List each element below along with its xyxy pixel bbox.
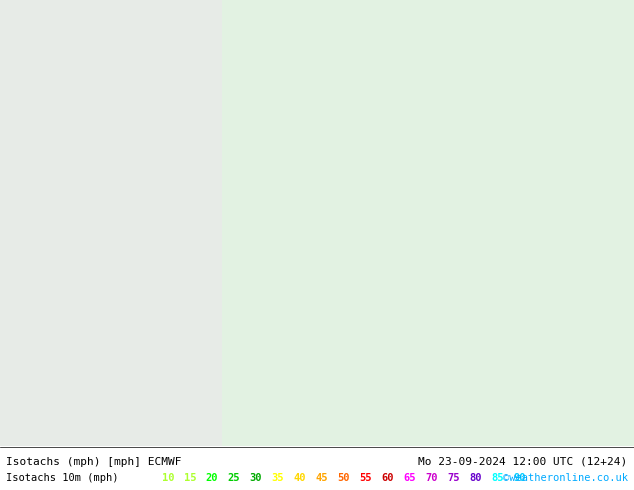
Text: 10: 10 [162,473,174,483]
Text: 65: 65 [404,473,416,483]
Text: Mo 23-09-2024 12:00 UTC (12+24): Mo 23-09-2024 12:00 UTC (12+24) [418,457,628,467]
Text: 90: 90 [514,473,526,483]
Text: 70: 70 [425,473,438,483]
Text: 55: 55 [359,473,372,483]
Text: 45: 45 [316,473,328,483]
Text: 40: 40 [294,473,306,483]
Text: 50: 50 [338,473,350,483]
Text: 15: 15 [184,473,197,483]
Polygon shape [222,0,634,446]
Text: 20: 20 [206,473,218,483]
Text: 80: 80 [470,473,482,483]
Polygon shape [0,0,222,446]
Text: 75: 75 [448,473,460,483]
Text: 25: 25 [228,473,240,483]
Text: Isotachs 10m (mph): Isotachs 10m (mph) [6,473,119,483]
Text: 30: 30 [250,473,262,483]
Text: ©weatheronline.co.uk: ©weatheronline.co.uk [503,473,628,483]
Text: 35: 35 [272,473,284,483]
Text: 85: 85 [491,473,504,483]
Text: 60: 60 [382,473,394,483]
Text: Isotachs (mph) [mph] ECMWF: Isotachs (mph) [mph] ECMWF [6,457,182,467]
